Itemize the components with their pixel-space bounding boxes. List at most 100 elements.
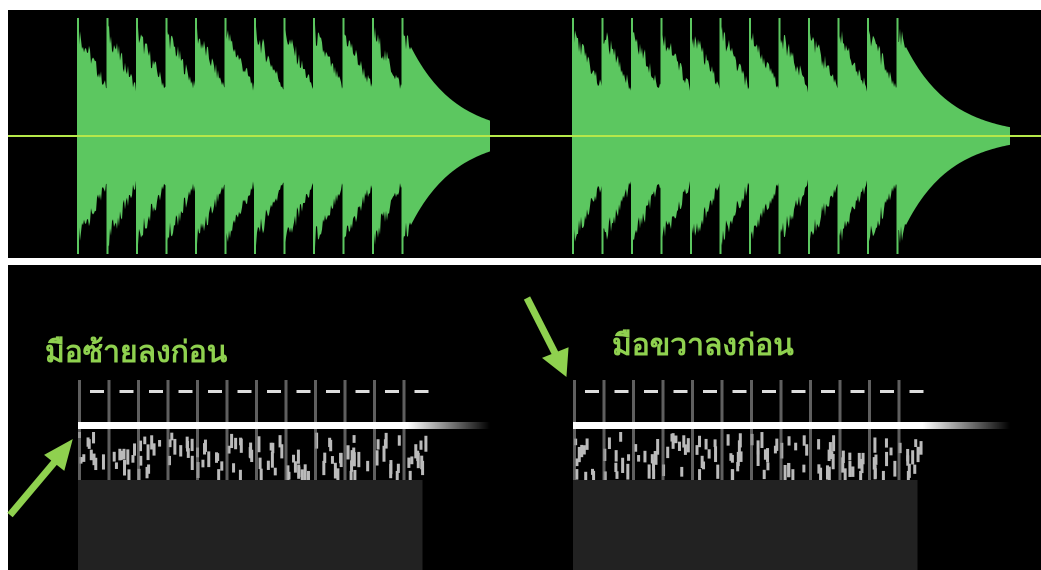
spectrogram-onset [343, 380, 347, 490]
spectrogram-speck [916, 446, 920, 463]
spectrogram-speck [382, 445, 386, 462]
spectrogram-speck [396, 463, 400, 473]
spectrogram-speck [296, 449, 300, 464]
annotation-left: มือซ้ายลงก่อน [45, 335, 228, 370]
spectrogram-onset [573, 380, 576, 490]
arrow-left-head [44, 438, 73, 471]
spectrogram-speck [682, 435, 686, 448]
spectrogram-onset [284, 380, 288, 490]
spectrogram-dash [237, 390, 252, 393]
spectrogram-speck [652, 469, 656, 480]
spectrogram-speck [123, 459, 127, 476]
spectrogram-speck [269, 442, 273, 451]
spectrogram-speck [232, 463, 236, 473]
spectrogram-speck [775, 438, 779, 451]
spectrogram-speck [150, 435, 154, 450]
spectrogram-speck [239, 438, 243, 453]
spectrogram-speck [122, 448, 126, 460]
spectrogram-speck [407, 457, 411, 468]
spectrogram-dash [149, 390, 163, 393]
spectrogram-speck [349, 470, 353, 484]
spectrogram-speck [238, 469, 242, 486]
spectrogram-speck [293, 461, 297, 473]
spectrogram-speck [653, 450, 657, 463]
spectrogram-speck [607, 437, 611, 450]
spectrogram-speck [881, 470, 885, 487]
spectrogram-speck [173, 438, 177, 455]
spectrogram-speck [726, 434, 730, 446]
spectrogram-speck [841, 457, 845, 473]
spectrogram-speck [873, 468, 877, 479]
spectrogram-speck [592, 470, 596, 483]
spectrogram-speck [278, 435, 282, 448]
spectrogram-speck [736, 462, 740, 472]
spectrogram-dash [326, 390, 340, 393]
spectrogram-speck [227, 445, 231, 454]
spectrogram-speck [874, 454, 878, 465]
spectrogram-onset [750, 380, 753, 490]
spectrogram-dash [208, 390, 222, 393]
spectrogram-onset [779, 380, 783, 490]
spectrogram-speck [787, 462, 791, 478]
spectrogram-speck [738, 433, 742, 448]
spectrogram-speck [383, 439, 387, 448]
spectrogram-onset [661, 380, 665, 490]
spectrogram-speck [408, 470, 412, 484]
spectrogram-speck [353, 469, 357, 486]
spectrogram-speck [584, 471, 588, 482]
spectrogram-speck [911, 450, 915, 465]
spectrogram-speck [389, 460, 393, 475]
spectrogram-speck [626, 463, 630, 480]
spectrogram-speck [297, 466, 301, 478]
spectrogram-speck [577, 446, 581, 463]
spectrogram-speck [145, 466, 149, 479]
spectrogram-dash [703, 390, 717, 393]
spectrogram-speck [94, 457, 98, 471]
spectrogram-speck [329, 439, 333, 452]
spectrogram-speck [827, 449, 831, 462]
spectrogram-speck [791, 469, 795, 485]
spectrogram-speck [186, 440, 190, 452]
spectrogram-speck [906, 448, 910, 462]
spectrogram-speck [352, 447, 356, 458]
spectrogram-speck [913, 464, 917, 474]
spectrogram-speck [273, 467, 277, 476]
spectrogram-speck [666, 446, 670, 459]
spectrogram-speck [614, 462, 618, 473]
arrow-right [523, 296, 561, 359]
spectrogram-low [78, 480, 423, 570]
spectrogram-dash [673, 390, 688, 393]
spectrogram-speck [670, 433, 674, 442]
spectrogram-speck [420, 455, 424, 470]
spectrogram-speck [230, 433, 234, 449]
spectrogram-speck [643, 450, 647, 463]
spectrogram-speck [101, 454, 105, 470]
spectrogram-speck [366, 460, 370, 472]
spectrogram-speck [86, 437, 90, 447]
spectrogram-speck [713, 439, 717, 448]
spectrogram-speck [647, 464, 651, 479]
spectrogram-low [573, 480, 918, 570]
spectrogram-speck [352, 435, 356, 443]
spectrogram-speck [395, 470, 399, 484]
spectrogram-speck [756, 440, 760, 455]
spectrogram-speck [674, 435, 678, 444]
spectrogram-speck [330, 456, 334, 464]
spectrogram-speck [893, 460, 897, 477]
spectrogram-dash [909, 390, 924, 393]
spectrogram-speck [819, 467, 823, 482]
spectrogram-speck [357, 451, 361, 468]
spectrogram-speck [323, 452, 327, 463]
spectrogram-speck [851, 466, 855, 477]
spectrogram-speck [627, 454, 631, 461]
spectrogram-speck [190, 455, 194, 471]
spectrogram-onset [402, 380, 406, 490]
spectrogram-onset [897, 380, 901, 490]
arrow-left [7, 455, 61, 518]
spectrogram-speck [152, 443, 156, 456]
spectrogram-onset [838, 380, 842, 490]
spectrogram-speck [766, 448, 770, 463]
spectrogram-speck [271, 442, 275, 454]
spectrogram-speck [828, 442, 832, 453]
